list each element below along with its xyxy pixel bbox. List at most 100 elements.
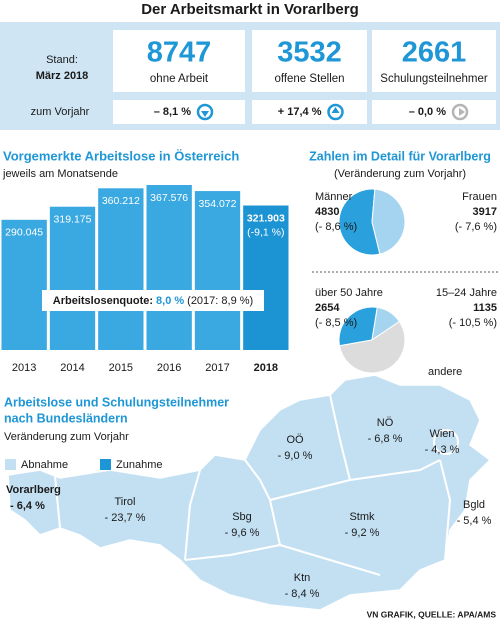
x-tick-label: 2016 — [157, 362, 181, 374]
value-label: 367.576 — [150, 192, 188, 204]
region-border — [184, 544, 281, 561]
value-label: 360.212 — [102, 195, 140, 207]
map: Abnahme Zunahme Vorarlberg - 6,4 % Tirol - 23… — [5, 374, 492, 611]
region-border — [269, 499, 281, 546]
region-border — [349, 459, 441, 481]
legend-swatch — [5, 459, 16, 470]
legend-label: Zunahme — [116, 459, 162, 471]
x-tick-label: 2015 — [109, 362, 133, 374]
slice-label: Männer — [315, 191, 353, 203]
annotation: Arbeitslosenquote: 8,0 % (2017: 8,9 %) — [53, 295, 253, 307]
region-name: Sbg — [232, 511, 252, 523]
slice-change: (- 8,6 %) — [315, 221, 357, 233]
slice-change: (- 7,6 %) — [455, 221, 497, 233]
legend-label: Abnahme — [21, 459, 68, 471]
region-change: - 6,8 % — [368, 433, 403, 445]
annotation-box — [42, 290, 264, 311]
value-label: 354.072 — [199, 198, 237, 210]
region-change: - 8,4 % — [285, 588, 320, 600]
stat-label: Schulungsteilnehmer — [380, 73, 488, 85]
region-name: NÖ — [377, 417, 394, 429]
date: März 2018 — [36, 70, 89, 82]
region-name: Tirol — [115, 496, 136, 508]
bar — [49, 206, 96, 350]
pie-slice — [338, 320, 406, 374]
region-change: - 4,3 % — [425, 444, 460, 456]
stat-box — [252, 30, 367, 92]
value-label: 319.175 — [54, 214, 92, 226]
bar — [1, 219, 47, 350]
x-tick-label: 2018 — [254, 362, 278, 374]
map-title: Arbeitslose und Schulungsteilnehmer — [4, 395, 229, 409]
bar-chart-subtitle: jeweils am Monatsende — [2, 168, 118, 180]
slice-label: 15–24 Jahre — [436, 287, 497, 299]
region-border — [433, 429, 459, 455]
stats: 8747 ohne Arbeit – 8,1 % 3532 offene Stellen… — [113, 30, 496, 124]
change-row-label: zum Vorjahr — [31, 106, 90, 118]
slice-label: Frauen — [462, 191, 497, 203]
annotation-label: Arbeitslosenquote: — [53, 295, 153, 307]
annotation-comparison: (2017: 8,9 %) — [187, 295, 253, 307]
trend-icon — [327, 103, 344, 121]
region-border — [184, 469, 201, 561]
region-change: - 23,7 % — [105, 512, 146, 524]
stat-box — [372, 30, 496, 92]
slice-label: andere — [428, 366, 462, 378]
region-change: - 9,6 % — [225, 527, 260, 539]
region-border — [329, 394, 351, 481]
source: VN GRAFIK, QUELLE: APA/AMS — [367, 609, 497, 619]
region-change: - 9,0 % — [278, 450, 313, 462]
stat-value: 8747 — [147, 37, 212, 69]
map-subtitle: Veränderung zum Vorjahr — [4, 431, 129, 443]
trend-icon — [196, 103, 214, 121]
region-change: - 5,4 % — [457, 515, 492, 527]
slice-change: (- 10,5 %) — [449, 317, 497, 329]
slice-value: 2654 — [315, 302, 340, 314]
bar-chart: 290.045 2013 319.175 2014 360.212 2015 367.576… — [1, 185, 289, 374]
change-label: (-9,1 %) — [247, 226, 284, 238]
slice-value: 3917 — [473, 206, 497, 218]
region-name: OÖ — [286, 434, 304, 446]
bar — [194, 191, 241, 350]
pie-slice — [371, 188, 406, 255]
pies-title: Zahlen im Detail für Vorarlberg — [309, 149, 491, 163]
map-title: nach Bundesländern — [4, 411, 128, 425]
value-label: 290.045 — [5, 227, 43, 239]
pie-slice — [338, 188, 381, 256]
region-name: Vorarlberg — [6, 484, 61, 496]
bar — [98, 188, 144, 350]
trend-arrow — [459, 108, 465, 116]
bar — [146, 185, 192, 350]
bar-chart-title: Vorgemerkte Arbeitslose in Österreich — [3, 148, 239, 163]
trend-arrow — [201, 111, 209, 117]
austria — [7, 374, 492, 611]
stat-change: + 17,4 % — [278, 106, 322, 118]
slice-value: 4830 — [315, 206, 339, 218]
region-border — [244, 459, 271, 501]
region-name: Stmk — [349, 511, 375, 523]
change-box — [113, 100, 245, 124]
pie-slice — [338, 306, 378, 347]
x-tick-label: 2014 — [60, 362, 84, 374]
region-change: - 9,2 % — [345, 527, 380, 539]
region-name: Bgld — [463, 499, 485, 511]
slice-change: (- 8,5 %) — [315, 317, 357, 329]
stat-box — [113, 30, 245, 92]
region-name: Ktn — [294, 572, 311, 584]
stat-change: – 0,0 % — [409, 106, 447, 118]
x-tick-label: 2017 — [205, 362, 229, 374]
region-border — [439, 459, 452, 561]
value-label: 321.903 — [247, 212, 285, 224]
trend-arrow — [331, 107, 340, 113]
stat-value: 2661 — [402, 37, 467, 69]
stand-label: Stand: — [46, 54, 78, 66]
page-title: Der Arbeitsmarkt in Vorarlberg — [141, 1, 359, 18]
stat-label: ohne Arbeit — [150, 73, 209, 85]
region-border — [279, 544, 381, 576]
region-change: - 6,4 % — [10, 500, 45, 512]
trend-icon — [451, 103, 469, 121]
legend-swatch — [100, 459, 111, 470]
pies-subtitle: (Veränderung zum Vorjahr) — [334, 168, 466, 180]
x-tick-label: 2013 — [12, 362, 36, 374]
